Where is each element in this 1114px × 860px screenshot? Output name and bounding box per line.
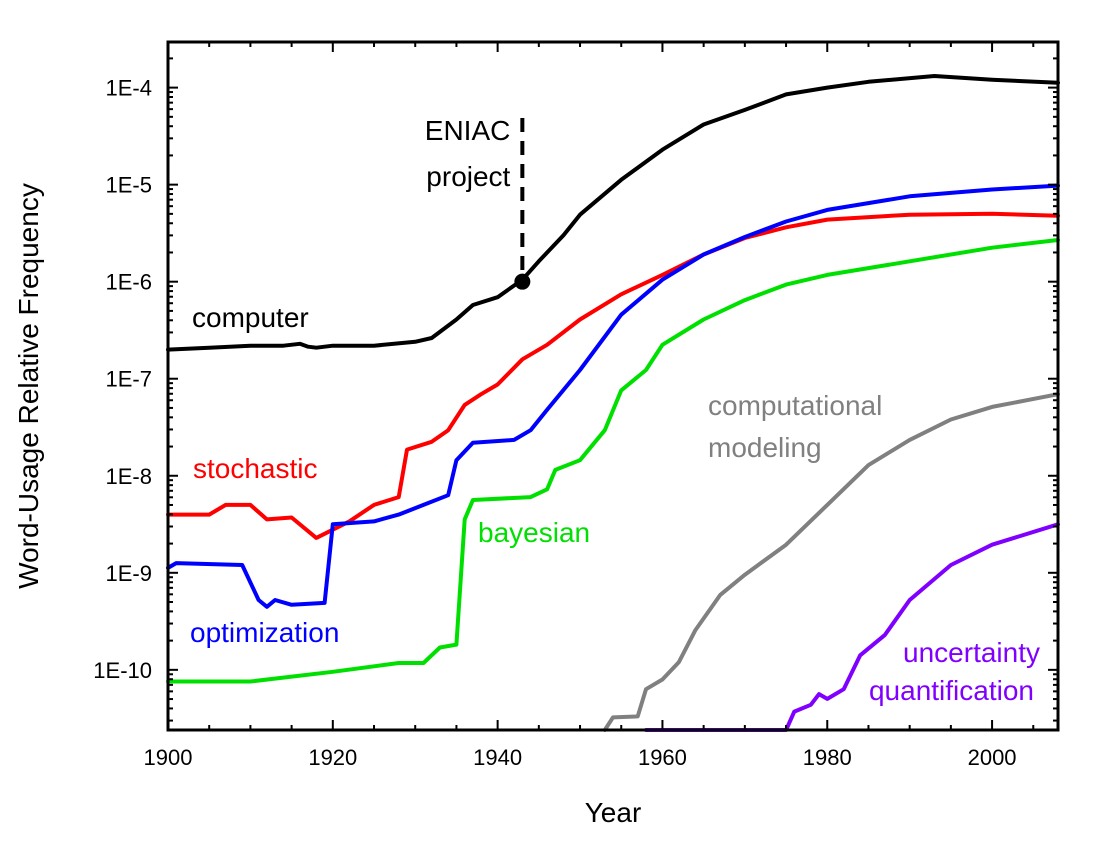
y-tick-label: 1E-4 [106,76,152,101]
y-tick-label: 1E-10 [93,658,152,683]
eniac-marker-dot [514,273,531,290]
plot-frame [166,40,1060,732]
eniac-annotation-label: project [426,161,510,192]
y-tick-label: 1E-6 [106,270,152,295]
series-line-uncertainty-quantification [644,522,1060,732]
x-tick-label: 1960 [638,745,687,770]
ticks-layer: 1900 1920 1940 1960 1980 2000 1E-4 1E-5 1E-6 1E-7… [93,42,1058,770]
series-line-optimization [166,183,1060,609]
series-label-computational-modeling: computational [708,390,882,421]
series-line-computational-modeling [602,392,1060,732]
series-label-optimization: optimization [190,617,339,648]
x-tick-label: 1900 [144,745,193,770]
series-label-stochastic: stochastic [193,453,318,484]
series-line-bayesian [166,238,1060,684]
series-label-computer: computer [192,302,309,333]
y-tick-label: 1E-7 [106,367,152,392]
series-line-stochastic [166,211,1060,540]
x-tick-label: 1920 [308,745,357,770]
series-label-computational-modeling: modeling [708,432,822,463]
eniac-annotation-label: ENIAC [425,115,511,146]
labels-layer: computer stochastic optimization bayesian co… [190,115,1040,706]
y-tick-label: 1E-5 [106,173,152,198]
x-tick-label: 2000 [968,745,1017,770]
series-label-uncertainty-quantification: uncertainty [903,637,1040,668]
series-label-uncertainty-quantification: quantification [869,675,1034,706]
y-tick-label: 1E-8 [106,464,152,489]
x-tick-label: 1980 [803,745,852,770]
x-tick-label: 1940 [473,745,522,770]
y-tick-label: 1E-9 [106,561,152,586]
series-line-computer [166,74,1060,352]
series-layer [166,74,1060,732]
x-axis-title: Year [585,797,642,828]
y-axis-title: Word-Usage Relative Frequency [13,183,44,589]
series-label-bayesian: bayesian [478,517,590,548]
